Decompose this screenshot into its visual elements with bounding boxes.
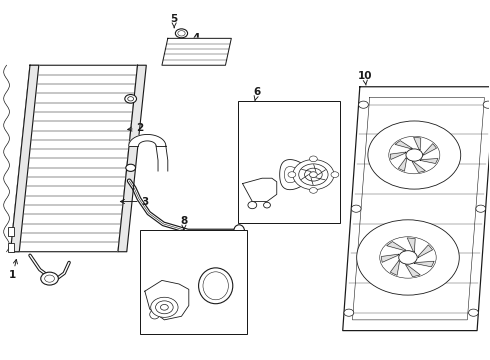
Circle shape — [310, 156, 318, 162]
Ellipse shape — [203, 272, 228, 300]
Text: 7: 7 — [258, 103, 267, 120]
Polygon shape — [390, 152, 406, 159]
Circle shape — [310, 172, 318, 177]
Circle shape — [126, 164, 136, 171]
Polygon shape — [423, 144, 437, 155]
Polygon shape — [414, 137, 421, 150]
Ellipse shape — [248, 202, 257, 209]
Circle shape — [389, 136, 440, 174]
Ellipse shape — [175, 29, 188, 38]
Polygon shape — [280, 159, 309, 190]
Ellipse shape — [264, 202, 270, 208]
Circle shape — [160, 305, 168, 310]
Text: 3: 3 — [121, 197, 148, 207]
Text: 6: 6 — [254, 87, 261, 100]
Text: 10: 10 — [358, 71, 372, 85]
Polygon shape — [118, 65, 147, 252]
Ellipse shape — [198, 268, 233, 304]
Circle shape — [41, 272, 58, 285]
Circle shape — [483, 101, 490, 108]
Polygon shape — [145, 280, 189, 320]
Text: 5: 5 — [171, 14, 178, 28]
Polygon shape — [387, 242, 406, 251]
Ellipse shape — [178, 31, 185, 36]
Circle shape — [351, 205, 361, 212]
Polygon shape — [10, 65, 39, 252]
Circle shape — [399, 251, 417, 264]
Polygon shape — [343, 87, 490, 330]
Polygon shape — [381, 254, 399, 262]
Circle shape — [476, 205, 486, 212]
Bar — [8, 243, 14, 252]
Polygon shape — [415, 261, 434, 267]
Circle shape — [125, 95, 137, 103]
Circle shape — [468, 309, 478, 316]
Polygon shape — [412, 162, 425, 172]
Bar — [238, 101, 340, 223]
Circle shape — [406, 149, 423, 161]
Bar — [140, 230, 247, 334]
Polygon shape — [391, 261, 399, 275]
Text: 2: 2 — [128, 123, 144, 133]
Circle shape — [359, 101, 368, 108]
Polygon shape — [420, 158, 438, 163]
Ellipse shape — [234, 225, 245, 237]
Polygon shape — [395, 141, 412, 149]
Circle shape — [288, 172, 296, 177]
Circle shape — [156, 301, 173, 314]
Text: 1: 1 — [9, 260, 18, 280]
Text: 4: 4 — [179, 33, 200, 43]
Polygon shape — [243, 178, 277, 202]
Circle shape — [357, 220, 459, 295]
Circle shape — [368, 121, 461, 189]
Circle shape — [151, 297, 178, 318]
Circle shape — [293, 159, 334, 190]
Ellipse shape — [150, 310, 159, 319]
Text: 9: 9 — [201, 234, 209, 251]
Text: 8: 8 — [180, 216, 188, 229]
Circle shape — [305, 168, 322, 181]
Circle shape — [380, 237, 436, 278]
Polygon shape — [129, 135, 166, 146]
Circle shape — [299, 164, 328, 185]
Circle shape — [45, 275, 54, 282]
Circle shape — [331, 172, 339, 177]
Polygon shape — [407, 238, 415, 252]
Circle shape — [310, 188, 318, 193]
Polygon shape — [10, 65, 138, 252]
Bar — [8, 226, 14, 235]
Polygon shape — [162, 39, 231, 65]
Polygon shape — [406, 265, 420, 277]
Polygon shape — [418, 245, 433, 257]
Circle shape — [128, 96, 134, 101]
Polygon shape — [398, 158, 407, 171]
Circle shape — [344, 309, 354, 316]
